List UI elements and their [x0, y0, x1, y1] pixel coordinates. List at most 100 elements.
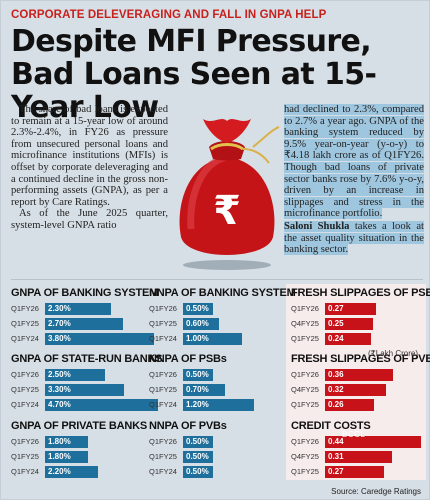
unit-note: (₹Lakh Crore): [368, 349, 418, 358]
category-label: Q1FY25: [291, 400, 319, 409]
bar-row: Q1FY25 0.24: [291, 333, 430, 345]
article-paragraph: had declined to 2.3%, compared to 2.7% a…: [284, 104, 424, 220]
data-label: 3.80%: [48, 334, 71, 343]
category-label: Q1FY25: [291, 467, 319, 476]
bar-row: Q1FY25 0.50%: [149, 451, 308, 463]
data-label: 0.27: [328, 467, 344, 476]
bar-row: Q1FY25 3.30%: [11, 384, 190, 396]
data-label: 1.80%: [48, 437, 71, 446]
bar: [45, 384, 125, 396]
bar: [183, 333, 243, 345]
category-label: Q4FY25: [291, 452, 319, 461]
category-label: Q1FY25: [149, 319, 177, 328]
category-label: Q1FY25: [11, 319, 39, 328]
category-label: Q1FY24: [149, 334, 177, 343]
bar-row: Q1FY24 1.00%: [149, 333, 308, 345]
data-label: 0.36: [328, 370, 344, 379]
bar: [325, 318, 373, 330]
bar: [183, 451, 213, 463]
category-label: Q1FY25: [149, 452, 177, 461]
bar: [325, 303, 377, 315]
category-label: Q4FY25: [291, 385, 319, 394]
category-label: Q1FY26: [291, 370, 319, 379]
chart-title: GNPA OF PRIVATE BANKS: [11, 420, 147, 432]
data-label: 0.25: [328, 319, 344, 328]
bar-row: Q1FY26 2.30%: [11, 303, 190, 315]
category-label: Q1FY26: [149, 437, 177, 446]
category-label: Q1FY26: [291, 437, 319, 446]
chart-title: GNPA OF BANKING SYSTEM: [11, 287, 159, 299]
bar-row: Q1FY25 2.70%: [11, 318, 190, 330]
category-label: Q1FY24: [149, 467, 177, 476]
bar: [325, 399, 375, 411]
bar: [183, 466, 213, 478]
category-label: Q1FY24: [11, 334, 39, 343]
bar-row: Q1FY24 2.20%: [11, 466, 190, 478]
author-name: Saloni Shukla: [284, 220, 350, 232]
data-label: 2.20%: [48, 467, 71, 476]
data-label: 4.70%: [48, 400, 71, 409]
data-label: 0.31: [328, 452, 344, 461]
bar: [183, 399, 255, 411]
data-label: 0.26: [328, 400, 344, 409]
data-label: 2.30%: [48, 304, 71, 313]
chart-title: CREDIT COSTS: [291, 420, 371, 432]
bar: [45, 333, 155, 345]
chart-title: FRESH SLIPPAGES OF PSBs: [291, 287, 430, 299]
svg-text:₹: ₹: [213, 188, 241, 234]
category-label: Q1FY24: [11, 400, 39, 409]
bar-row: Q4FY25 0.31: [291, 451, 430, 463]
bar-row: Q1FY24 3.80%: [11, 333, 190, 345]
data-label: 1.00%: [186, 334, 209, 343]
source-note: Source: Caredge Ratings: [331, 487, 421, 496]
bar: [45, 466, 98, 478]
data-label: 3.30%: [48, 385, 71, 394]
category-label: Q1FY26: [11, 437, 39, 446]
bar-row: Q1FY25 1.80%: [11, 451, 190, 463]
bar: [45, 318, 123, 330]
data-label: 0.50%: [186, 437, 209, 446]
bar: [45, 303, 112, 315]
bar-row: Q1FY26 1.80%: [11, 436, 190, 448]
bar-row: Q4FY25 0.32: [291, 384, 430, 396]
bar: [325, 451, 393, 463]
chart-title: NNPA OF PVBs: [149, 420, 227, 432]
bar: [183, 384, 225, 396]
data-label: 1.80%: [48, 452, 71, 461]
bar-row: Q1FY25 0.27: [291, 466, 430, 478]
category-label: Q1FY25: [149, 385, 177, 394]
category-label: Q1FY26: [11, 370, 39, 379]
category-label: Q1FY25: [291, 334, 319, 343]
bar: [325, 384, 386, 396]
bar-row: Q1FY26 0.27: [291, 303, 430, 315]
bar: [325, 466, 384, 478]
bar: [325, 333, 371, 345]
bar-row: Q1FY24 4.70%: [11, 399, 190, 411]
data-label: 0.50%: [186, 467, 209, 476]
bar-row: Q1FY25 0.70%: [149, 384, 308, 396]
article-paragraph: Saloni Shukla takes a look at the asset …: [284, 220, 424, 256]
category-label: Q1FY24: [149, 400, 177, 409]
category-label: Q1FY26: [149, 304, 177, 313]
category-label: Q1FY25: [11, 452, 39, 461]
data-label: 0.50%: [186, 452, 209, 461]
data-label: 0.32: [328, 385, 344, 394]
kicker: CORPORATE DELEVERAGING AND FALL IN GNPA …: [11, 9, 327, 21]
category-label: Q1FY26: [149, 370, 177, 379]
bar-row: Q1FY26 2.50%: [11, 369, 190, 381]
bar: [325, 369, 394, 381]
data-label: 0.60%: [186, 319, 209, 328]
data-label: 0.70%: [186, 385, 209, 394]
category-label: Q1FY26: [11, 304, 39, 313]
bar-row: Q1FY26 0.50%: [149, 436, 308, 448]
article-paragraph: The share of bad loans is expected to re…: [11, 104, 168, 208]
bar-row: Q1FY26 0.50%: [149, 369, 308, 381]
data-label: 0.24: [328, 334, 344, 343]
category-label: Q4FY25: [291, 319, 319, 328]
bar: [45, 436, 89, 448]
category-label: Q1FY26: [291, 304, 319, 313]
data-label: 2.70%: [48, 319, 71, 328]
category-label: Q1FY24: [11, 467, 39, 476]
bar: [45, 451, 89, 463]
